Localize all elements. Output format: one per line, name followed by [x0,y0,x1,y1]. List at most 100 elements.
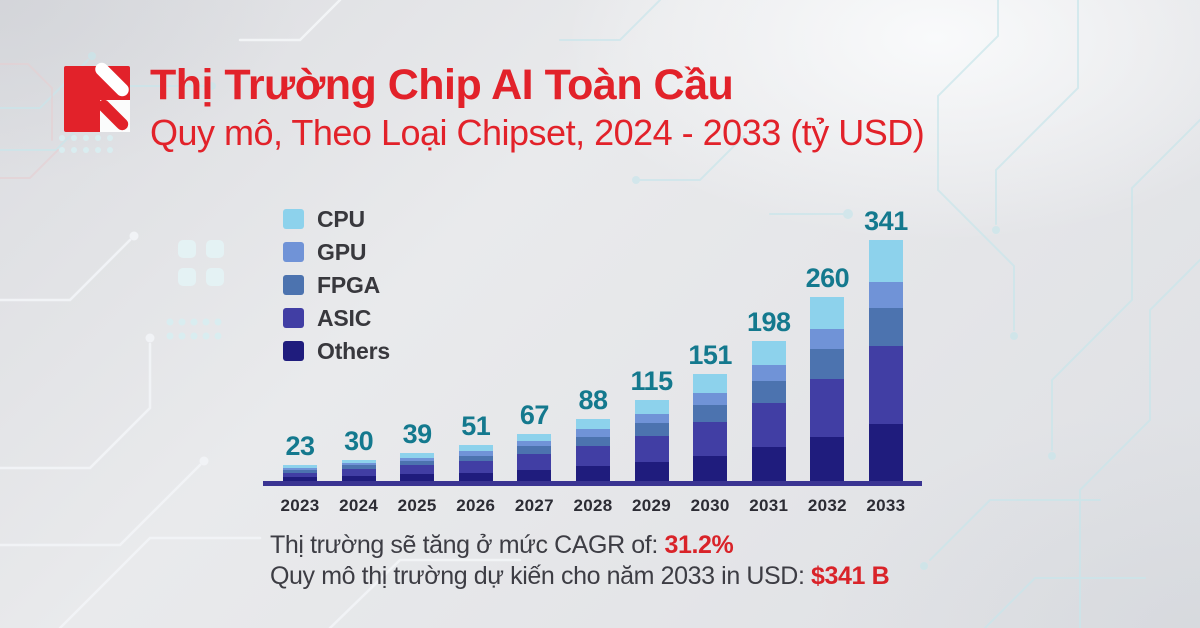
bar-segment-others [634,461,669,481]
bar-segment-cpu [458,445,493,452]
bar-segment-gpu [868,281,903,308]
x-axis-label: 2027 [514,496,554,515]
stacked-bar [868,240,903,481]
bar-segment-asic [868,346,903,424]
bar-segment-others [400,473,435,481]
legend-item-others: Others [283,338,390,364]
bar-column-2031: 198 [740,308,798,481]
bar-segment-gpu [751,365,786,381]
bar-segment-gpu [575,429,610,437]
bar-segment-gpu [517,441,552,447]
legend-item-gpu: GPU [283,239,390,265]
legend-label: ASIC [317,304,372,331]
bar-segment-gpu [283,467,317,470]
bar-segment-cpu [400,453,435,459]
bar-segment-asic [458,461,493,473]
legend-swatch-asic [283,308,304,328]
title-block: Thị Trường Chip AI Toàn Cầu Quy mô, Theo… [150,61,925,154]
bar-column-2029: 115 [623,365,681,481]
bar-segment-others [751,447,786,481]
brand-logo-icon [64,60,132,133]
bar-segment-others [575,466,610,481]
bar-value-label: 23 [285,430,315,461]
x-axis-label: 2023 [280,496,320,515]
stacked-bar [693,374,728,481]
bar-segment-fpga [341,465,376,469]
legend-swatch-gpu [283,242,304,262]
bar-column-2030: 151 [681,341,739,481]
bar-value-label: 115 [630,365,674,396]
bar-segment-cpu [517,433,552,442]
footer-line-size: Quy mô thị trường dự kiến cho năm 2033 i… [270,561,890,592]
x-axis-label: 2026 [456,496,496,515]
bar-segment-others [517,469,552,481]
bar-value-label: 30 [344,425,374,456]
bar-segment-others [458,472,493,481]
footer-size-value: $341 B [811,562,890,590]
bar-segment-gpu [634,413,669,424]
x-axis-label: 2029 [632,496,672,515]
x-axis-label: 2033 [866,496,906,515]
bar-value-label: 341 [864,206,908,237]
bar-column-2027: 67 [505,399,563,481]
stacked-bar [458,445,493,481]
bar-segment-others [868,423,903,481]
bar-column-2024: 30 [330,425,388,481]
bar-value-label: 51 [461,411,491,441]
deco-squares-icon [178,240,224,286]
footer-size-label: Quy mô thị trường dự kiến cho năm 2033 i… [270,562,812,590]
legend-label: Others [317,337,390,364]
bar-segment-fpga [868,307,903,347]
bar-column-2033: 341 [857,207,915,481]
bar-segment-cpu [693,374,728,393]
bar-column-2032: 260 [798,264,856,481]
footer-cagr-label: Thị trường sẽ tăng ở mức CAGR of: [270,531,665,559]
legend-swatch-cpu [283,209,304,229]
stacked-bar [283,464,317,481]
bar-segment-fpga [517,446,552,455]
x-axis-label: 2030 [690,496,730,515]
bar-column-2025: 39 [388,420,446,481]
bar-segment-gpu [400,458,435,462]
bar-value-label: 39 [402,419,433,450]
page-title: Thị Trường Chip AI Toàn Cầu [150,61,734,109]
footer-cagr-value: 31.2% [664,531,734,559]
bar-segment-cpu [810,297,845,330]
bar-segment-asic [634,435,669,462]
x-axis-label: 2024 [339,496,379,515]
bar-segment-cpu [868,240,903,282]
stacked-bar [341,459,376,481]
bar-segment-asic [283,472,317,478]
chart-legend: CPU GPU FPGA ASIC Others [283,205,390,374]
bar-segment-gpu [458,451,493,456]
bar-value-label: 260 [805,263,850,294]
stacked-bar [517,433,552,481]
legend-label: CPU [317,205,365,232]
bar-segment-others [283,477,317,481]
bar-segment-fpga [751,380,786,403]
bar-column-2026: 51 [447,412,505,481]
legend-label: FPGA [317,271,381,298]
bar-segment-cpu [751,341,786,366]
page-subtitle: Quy mô, Theo Loại Chipset, 2024 - 2033 (… [150,112,925,153]
bar-value-label: 67 [519,399,550,430]
legend-item-asic: ASIC [283,305,390,331]
chart-axis-line [263,481,922,486]
bar-segment-cpu [341,459,376,464]
bar-segment-gpu [693,392,728,405]
bar-value-label: 88 [578,384,608,415]
bar-segment-gpu [810,329,845,349]
bar-segment-fpga [693,404,728,422]
x-axis-label: 2032 [807,496,847,515]
chart-columns: 23 30 39 51 67 88 115 151 198 260 341 [271,201,915,481]
x-axis-label: 2025 [397,496,437,515]
bar-segment-fpga [634,423,669,436]
footer-notes: Thị trường sẽ tăng ở mức CAGR of: 31.2% … [270,530,890,592]
stacked-bar [575,418,610,481]
bar-column-2023: 23 [271,430,329,481]
bar-segment-cpu [575,418,610,430]
legend-swatch-others [283,341,304,361]
bar-segment-asic [517,454,552,470]
